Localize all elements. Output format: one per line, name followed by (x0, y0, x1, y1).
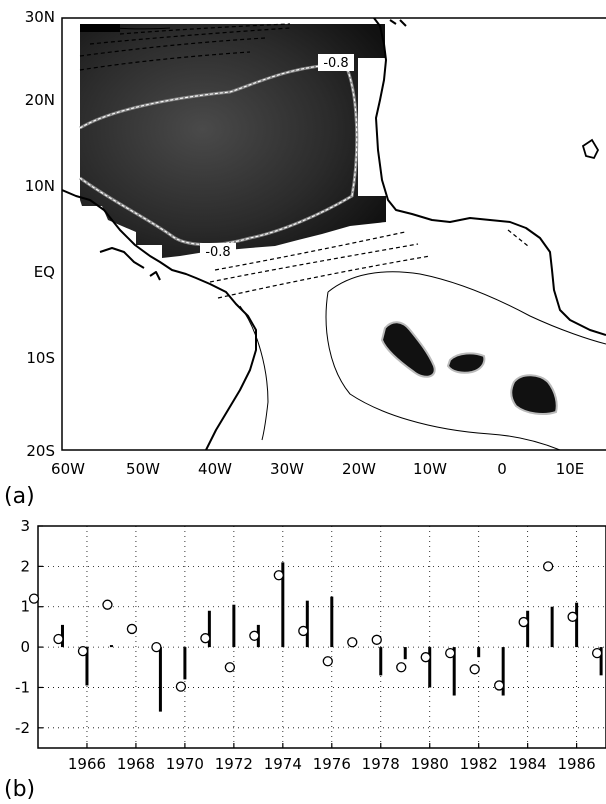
timeseries-panel: 3 2 1 0 -1 -2 1966 1968 1970 1972 1974 1976 1978 198… (4, 517, 606, 802)
x-tick-label: 1980 (411, 755, 449, 773)
shaded-anomaly-strip-top (80, 24, 120, 32)
x-tick-label: 1972 (215, 755, 253, 773)
x-tick-label: 1966 (68, 755, 106, 773)
map-panel: -0.8 -0.8 (4, 8, 606, 509)
x-tick-label: 1968 (117, 755, 155, 773)
panel-b-label: (b) (4, 777, 35, 802)
lon-tick-label: 0 (497, 460, 507, 478)
data-point (102, 599, 113, 610)
coastlines (62, 18, 606, 450)
data-point (249, 630, 260, 641)
y-tick-label: -1 (15, 678, 30, 696)
lon-tick-label: 10W (413, 460, 447, 478)
data-point (200, 633, 211, 644)
panel-a-label: (a) (4, 484, 35, 509)
data-point (151, 641, 162, 653)
lon-tick-label: 10E (556, 460, 585, 478)
y-tick-label: 3 (20, 517, 30, 535)
data-point (494, 680, 505, 691)
contour-label-box-1 (318, 54, 354, 71)
lat-axis: 30N 20N 10N EQ 10S 20S (25, 8, 55, 460)
lat-tick-label: 20N (25, 91, 55, 109)
data-point (175, 681, 187, 692)
x-tick-label: 1984 (509, 755, 547, 773)
lat-tick-label: EQ (34, 263, 55, 281)
data-point (567, 611, 578, 622)
data-point (77, 645, 89, 657)
contour-minus-0.8 (79, 62, 359, 246)
solid-contours (79, 25, 606, 450)
x-tick-label: 1986 (558, 755, 596, 773)
dashed-contours (79, 23, 529, 299)
lat-tick-label: 10N (25, 177, 55, 195)
contour-label-box-2 (200, 243, 236, 260)
map-frame (61, 17, 606, 451)
x-tick-label: 1974 (264, 755, 302, 773)
bar-series (60, 562, 603, 712)
island-icon (581, 138, 600, 160)
lat-tick-label: 30N (25, 8, 55, 26)
circle-series (28, 561, 603, 692)
data-point (53, 633, 64, 645)
gridlines (38, 526, 606, 748)
y-tick-label: -2 (15, 719, 30, 737)
shaded-anomaly-blobs-south (380, 321, 558, 415)
data-point (469, 664, 480, 675)
lon-tick-label: 60W (51, 460, 85, 478)
lon-axis: 60W 50W 40W 30W 20W 10W 0 10E (51, 460, 584, 478)
y-tick-label: 1 (20, 598, 30, 616)
plot-frame (37, 525, 606, 749)
contour-label-2: -0.8 (205, 245, 230, 260)
lon-tick-label: 50W (126, 460, 160, 478)
x-tick-label: 1978 (362, 755, 400, 773)
y-tick-label: 0 (20, 638, 30, 656)
data-point (371, 634, 382, 645)
contour-label-1: -0.8 (323, 56, 348, 71)
data-point (542, 561, 554, 572)
shaded-anomaly-region-north (80, 24, 386, 258)
data-point (445, 647, 456, 659)
data-point (420, 652, 431, 663)
data-point (298, 625, 309, 637)
lon-tick-label: 20W (342, 460, 376, 478)
data-point (322, 656, 333, 667)
data-point (273, 570, 284, 581)
x-axis: 1966 1968 1970 1972 1974 1976 1978 1980 1982 1984… (68, 743, 596, 773)
x-tick-label: 1970 (166, 755, 204, 773)
lat-tick-label: 10S (26, 349, 55, 367)
y-tick-label: 2 (20, 557, 30, 575)
x-tick-label: 1982 (460, 755, 498, 773)
data-point (591, 647, 603, 659)
data-point (28, 593, 40, 604)
lat-tick-label: 20S (26, 442, 55, 460)
data-point (396, 662, 407, 673)
data-point (126, 623, 138, 635)
lon-tick-label: 30W (270, 460, 304, 478)
data-point (518, 616, 529, 628)
data-point (224, 662, 236, 673)
lon-tick-label: 40W (198, 460, 232, 478)
x-tick-label: 1976 (313, 755, 351, 773)
data-point (347, 637, 358, 648)
y-axis: 3 2 1 0 -1 -2 (15, 517, 43, 737)
